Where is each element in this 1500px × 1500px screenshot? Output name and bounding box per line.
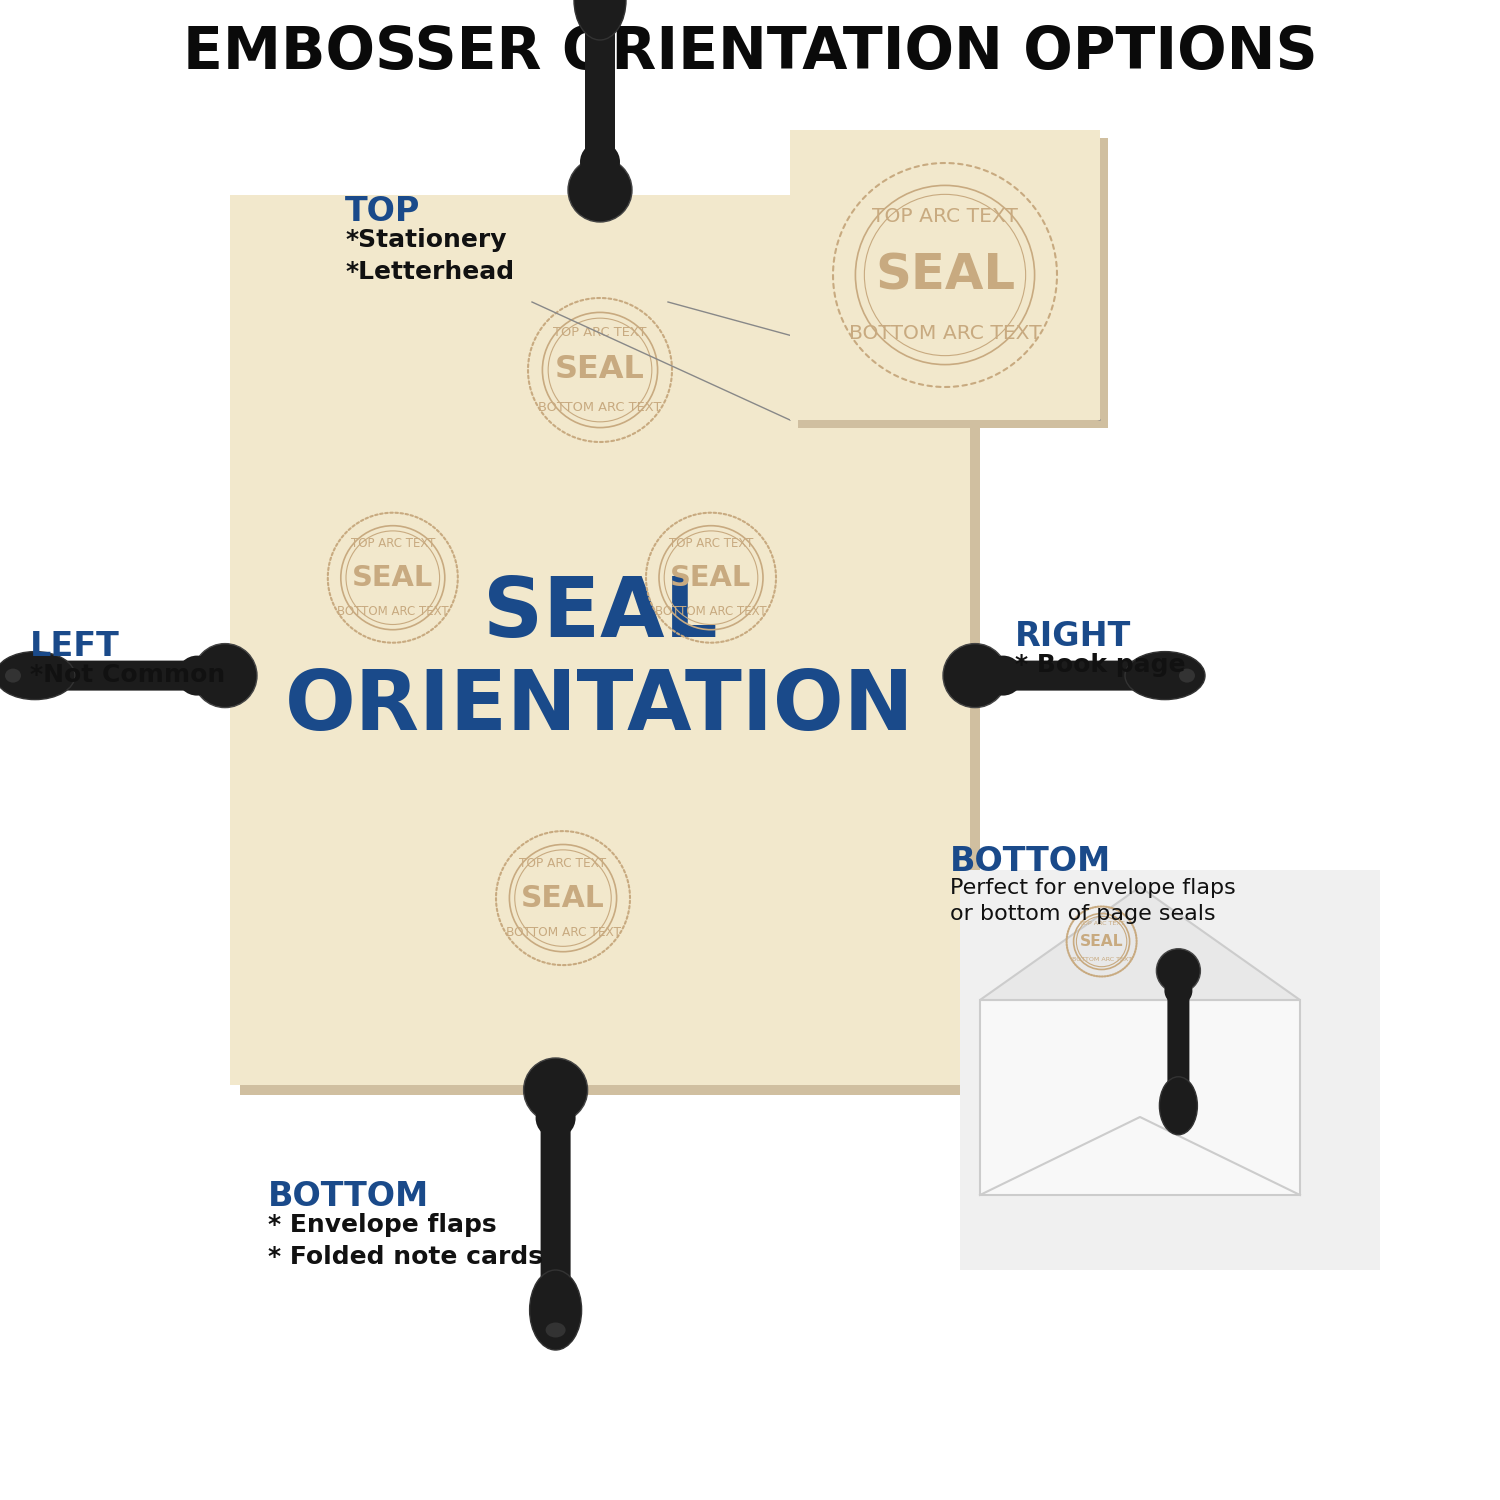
Text: SEAL: SEAL: [352, 564, 434, 591]
FancyBboxPatch shape: [230, 195, 970, 1084]
Text: BOTTOM ARC TEXT: BOTTOM ARC TEXT: [656, 604, 766, 618]
FancyBboxPatch shape: [56, 660, 220, 690]
Text: BOTTOM ARC TEXT: BOTTOM ARC TEXT: [538, 400, 662, 414]
Text: *Stationery
*Letterhead: *Stationery *Letterhead: [345, 228, 514, 284]
Text: BOTTOM ARC TEXT: BOTTOM ARC TEXT: [338, 604, 448, 618]
FancyBboxPatch shape: [798, 138, 1108, 427]
Text: SEAL: SEAL: [874, 251, 1016, 298]
Text: * Envelope flaps
* Folded note cards: * Envelope flaps * Folded note cards: [268, 1214, 543, 1269]
Circle shape: [194, 644, 256, 708]
Circle shape: [177, 656, 218, 696]
Text: BOTTOM ARC TEXT: BOTTOM ARC TEXT: [1071, 957, 1131, 962]
Circle shape: [1156, 950, 1200, 993]
FancyBboxPatch shape: [980, 660, 1144, 690]
Text: EMBOSSER ORIENTATION OPTIONS: EMBOSSER ORIENTATION OPTIONS: [183, 24, 1317, 81]
Text: SEAL
ORIENTATION: SEAL ORIENTATION: [285, 573, 915, 747]
Text: SEAL: SEAL: [670, 564, 752, 591]
Text: *Not Common: *Not Common: [30, 663, 225, 687]
Text: TOP: TOP: [345, 195, 420, 228]
Text: TOP ARC TEXT: TOP ARC TEXT: [1078, 921, 1125, 926]
Ellipse shape: [1179, 669, 1196, 682]
Text: TOP ARC TEXT: TOP ARC TEXT: [871, 207, 1018, 226]
Text: SEAL: SEAL: [1080, 934, 1124, 950]
Text: TOP ARC TEXT: TOP ARC TEXT: [554, 326, 646, 339]
Text: SEAL: SEAL: [520, 884, 605, 912]
Circle shape: [524, 1058, 588, 1122]
Circle shape: [536, 1098, 576, 1138]
Text: SEAL: SEAL: [555, 354, 645, 386]
FancyBboxPatch shape: [1167, 987, 1190, 1084]
Ellipse shape: [530, 1270, 582, 1350]
FancyBboxPatch shape: [790, 130, 1100, 420]
Text: Perfect for envelope flaps
or bottom of page seals: Perfect for envelope flaps or bottom of …: [950, 878, 1236, 924]
FancyBboxPatch shape: [585, 30, 615, 206]
Ellipse shape: [1125, 651, 1204, 699]
Text: RIGHT: RIGHT: [1016, 620, 1131, 652]
Text: LEFT: LEFT: [30, 630, 120, 663]
Ellipse shape: [546, 1323, 566, 1338]
Ellipse shape: [574, 0, 626, 40]
FancyBboxPatch shape: [980, 1000, 1300, 1196]
Text: * Book page: * Book page: [1016, 652, 1185, 676]
Text: TOP ARC TEXT: TOP ARC TEXT: [519, 856, 606, 870]
Ellipse shape: [1160, 1077, 1197, 1134]
Circle shape: [568, 158, 632, 222]
FancyBboxPatch shape: [960, 870, 1380, 1270]
FancyBboxPatch shape: [540, 1084, 570, 1290]
Text: BOTTOM: BOTTOM: [950, 844, 1112, 877]
Text: BOTTOM ARC TEXT: BOTTOM ARC TEXT: [849, 324, 1041, 342]
FancyBboxPatch shape: [240, 206, 980, 1095]
Text: TOP ARC TEXT: TOP ARC TEXT: [669, 537, 753, 550]
Text: TOP ARC TEXT: TOP ARC TEXT: [351, 537, 435, 550]
Circle shape: [1164, 976, 1192, 1005]
Text: BOTTOM ARC TEXT: BOTTOM ARC TEXT: [506, 927, 621, 939]
Circle shape: [982, 656, 1023, 696]
Circle shape: [580, 142, 620, 182]
Circle shape: [944, 644, 1006, 708]
Ellipse shape: [0, 651, 75, 699]
Polygon shape: [980, 886, 1300, 1001]
Ellipse shape: [4, 669, 21, 682]
Text: BOTTOM: BOTTOM: [268, 1180, 429, 1214]
